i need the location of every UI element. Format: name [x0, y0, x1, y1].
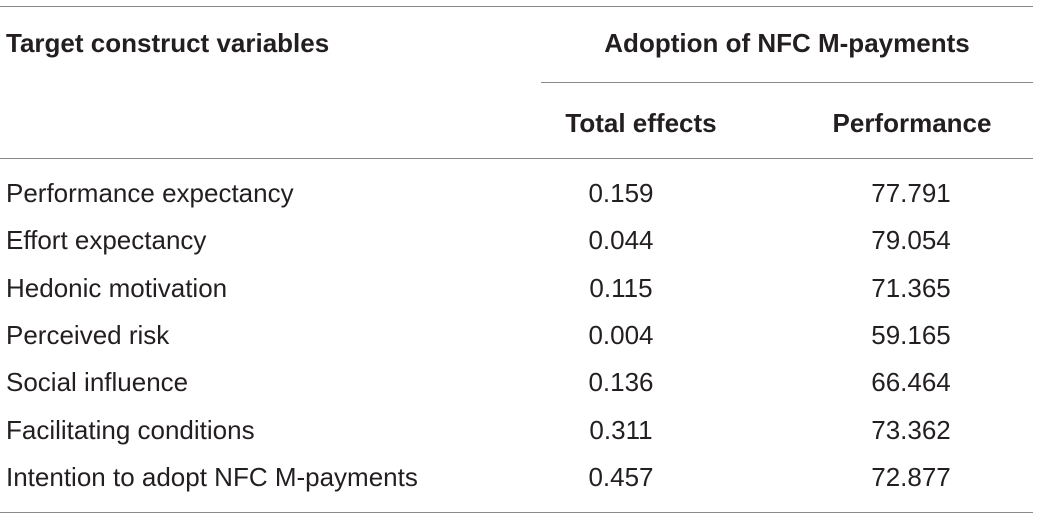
row-label: Facilitating conditions — [6, 415, 255, 445]
row-performance: 72.877 — [871, 462, 951, 492]
table-row: Perceived risk 0.004 59.165 — [0, 312, 1033, 359]
header-rule — [0, 158, 1033, 159]
header-adoption-group: Adoption of NFC M-payments — [604, 28, 970, 58]
row-label: Hedonic motivation — [6, 273, 228, 303]
row-total-effects: 0.115 — [589, 273, 653, 303]
top-rule — [0, 6, 1033, 7]
table-row: Facilitating conditions 0.311 73.362 — [0, 407, 1033, 454]
table-row: Effort expectancy 0.044 79.054 — [0, 217, 1033, 264]
bottom-rule — [0, 512, 1033, 513]
header-total-effects: Total effects — [565, 108, 717, 138]
row-total-effects: 0.457 — [588, 462, 654, 492]
row-total-effects: 0.004 — [588, 320, 654, 350]
row-label: Social influence — [6, 367, 189, 397]
header-target-construct: Target construct variables — [6, 28, 330, 58]
row-performance: 71.365 — [871, 273, 951, 303]
table-row: Hedonic motivation 0.115 71.365 — [0, 265, 1033, 312]
row-performance: 73.362 — [871, 415, 951, 445]
row-total-effects: 0.159 — [588, 178, 654, 208]
row-performance: 59.165 — [871, 320, 951, 350]
table-row: Intention to adopt NFC M-payments 0.457 … — [0, 454, 1033, 501]
row-total-effects: 0.311 — [589, 415, 653, 445]
row-label: Intention to adopt NFC M-payments — [6, 462, 418, 492]
row-label: Perceived risk — [6, 320, 170, 350]
row-total-effects: 0.136 — [588, 367, 654, 397]
row-performance: 79.054 — [871, 225, 951, 255]
row-label: Performance expectancy — [6, 178, 294, 208]
row-label: Effort expectancy — [6, 225, 207, 255]
row-performance: 77.791 — [871, 178, 951, 208]
row-performance: 66.464 — [871, 367, 951, 397]
group-rule — [541, 82, 1033, 83]
table-row: Social influence 0.136 66.464 — [0, 359, 1033, 406]
header-performance: Performance — [832, 108, 992, 138]
table-row: Performance expectancy 0.159 77.791 — [0, 170, 1033, 217]
row-total-effects: 0.044 — [588, 225, 654, 255]
